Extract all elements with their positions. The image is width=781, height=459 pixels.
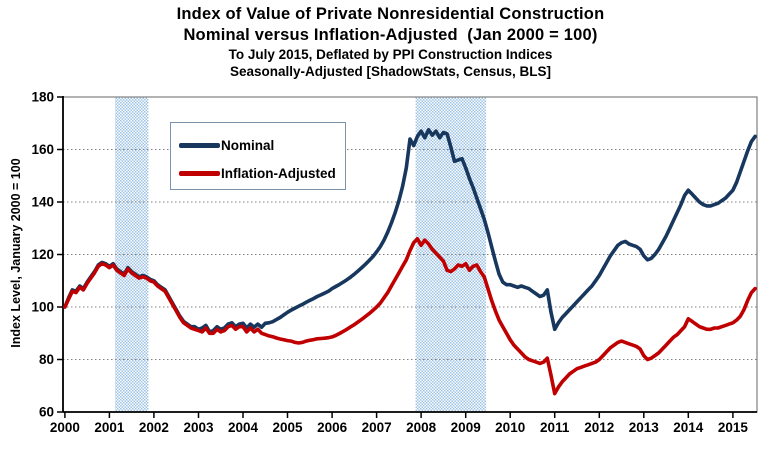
x-tick-label: 2011 xyxy=(540,420,570,435)
y-tick-label: 160 xyxy=(31,142,54,157)
chart-subtitle-line2: Seasonally-Adjusted [ShadowStats, Census… xyxy=(229,64,552,79)
x-tick-label: 2000 xyxy=(50,420,80,435)
inflation-adjusted-line-swatch xyxy=(179,170,220,176)
x-tick-label: 2006 xyxy=(317,420,348,435)
chart-subtitle-line1: To July 2015, Deflated by PPI Constructi… xyxy=(228,47,553,62)
x-tick-label: 2012 xyxy=(584,420,614,435)
x-tick-label: 2013 xyxy=(629,420,660,435)
x-tick-label: 2007 xyxy=(362,420,392,435)
x-tick-label: 2001 xyxy=(94,420,125,435)
x-tick-label: 2010 xyxy=(495,420,525,435)
x-tick-label: 2002 xyxy=(139,420,169,435)
y-tick-label: 60 xyxy=(39,405,54,420)
nominal-line xyxy=(63,128,757,334)
chart-title-line2: Nominal versus Inflation-Adjusted (Jan 2… xyxy=(183,26,598,44)
legend-box: Nominal Inflation-Adjusted xyxy=(170,122,346,190)
x-tick-label: 2004 xyxy=(228,420,259,435)
y-tick-label: 180 xyxy=(31,90,54,105)
nominal-line-swatch xyxy=(179,142,220,148)
chart-title-line1: Index of Value of Private Nonresidential… xyxy=(176,5,605,23)
chart-titles: Index of Value of Private Nonresidential… xyxy=(0,4,781,80)
inflation-adjusted-line xyxy=(63,237,757,396)
y-tick-label: 120 xyxy=(31,247,54,262)
y-tick-label: 100 xyxy=(31,300,54,315)
legend-item-nominal: Nominal xyxy=(179,134,345,156)
legend-item-inflation-adjusted: Inflation-Adjusted xyxy=(179,162,345,184)
legend-label-inflation-adjusted: Inflation-Adjusted xyxy=(221,165,336,181)
y-tick-label: 140 xyxy=(31,195,54,210)
x-tick-label: 2008 xyxy=(406,420,437,435)
x-tick-label: 2003 xyxy=(183,420,214,435)
legend-label-nominal: Nominal xyxy=(221,137,275,153)
x-tick-label: 2014 xyxy=(673,420,704,435)
y-tick-label: 80 xyxy=(39,352,54,367)
x-tick-label: 2009 xyxy=(451,420,481,435)
x-tick-label: 2015 xyxy=(718,420,749,435)
x-tick-label: 2005 xyxy=(272,420,303,435)
